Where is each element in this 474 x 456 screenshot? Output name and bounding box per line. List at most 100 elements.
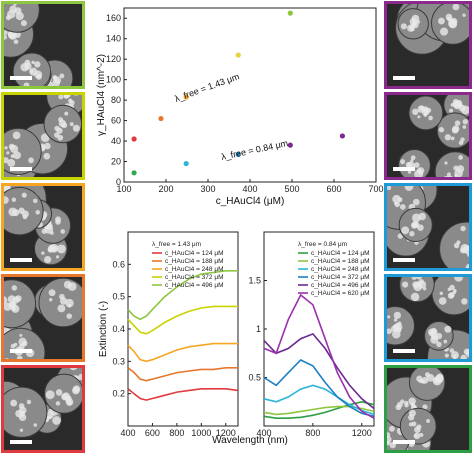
y-tick-label: 80 <box>111 95 121 105</box>
sem-micrograph <box>387 4 469 86</box>
y-tick-label: 0.4 <box>112 324 125 334</box>
scatter-point <box>183 94 189 100</box>
y-tick-label: 0.5 <box>112 292 125 302</box>
sem-micrograph <box>4 186 82 268</box>
scale-bar <box>393 258 415 262</box>
scatter-point <box>183 160 189 167</box>
x-tick-label: 300 <box>200 184 215 194</box>
scatter-y-axis-label: γ_HAuCl4 (nm^-2) <box>96 54 107 136</box>
y-tick-label: 1 <box>256 324 261 334</box>
legend-entry: c_HAuCl4 = 124 μM <box>311 250 369 257</box>
sem-micrograph <box>4 95 82 177</box>
scatter-point <box>158 115 164 122</box>
spectrum-line <box>263 359 375 418</box>
y-tick-label: 120 <box>106 54 121 64</box>
scatter-point <box>131 170 137 176</box>
y-tick-label: 140 <box>106 34 121 44</box>
legend-entry: c_HAuCl4 = 372 μM <box>165 274 223 281</box>
legend-entry: c_HAuCl4 = 248 μM <box>165 266 223 273</box>
sem-image-tile <box>1 183 85 271</box>
annotation-lambda-143: λ_free = 1.43 μm <box>173 71 240 104</box>
spectrum-line <box>127 388 239 401</box>
x-tick-label: 400 <box>120 428 135 438</box>
x-tick-label: 700 <box>368 184 383 194</box>
legend-entry: c_HAuCl4 = 124 μM <box>165 250 223 257</box>
x-tick-label: 100 <box>116 184 131 194</box>
sem-image-tile <box>1 1 85 89</box>
scale-bar <box>10 258 32 262</box>
sem-micrograph <box>387 277 469 359</box>
sem-micrograph <box>4 368 82 450</box>
scale-bar <box>10 440 32 444</box>
x-tick-label: 800 <box>169 428 184 438</box>
y-tick-label: 0 <box>116 177 121 187</box>
x-tick-label: 1200 <box>216 428 236 438</box>
y-tick-label: 60 <box>111 116 121 126</box>
extinction-y-axis-label: Extinction (-) <box>98 301 109 357</box>
sem-micrograph <box>4 277 82 359</box>
sem-micrograph <box>387 368 469 450</box>
spectrum-line <box>127 270 238 321</box>
spectrum-line <box>263 332 375 410</box>
scale-bar <box>393 167 415 171</box>
spectrum-line <box>263 384 375 416</box>
spectrum-line <box>127 367 238 382</box>
spectrum-line <box>263 293 375 419</box>
sem-micrograph <box>387 95 469 177</box>
legend-title: λ_free = 1.43 μm <box>152 241 201 248</box>
y-tick-label: 1.5 <box>248 276 261 286</box>
x-tick-label: 400 <box>242 184 257 194</box>
x-tick-label: 200 <box>158 184 173 194</box>
y-tick-label: 0.3 <box>112 356 125 366</box>
x-tick-label: 600 <box>145 428 160 438</box>
x-tick-label: 400 <box>256 428 271 438</box>
scatter-point <box>131 136 137 142</box>
y-tick-label: 0.5 <box>248 373 261 383</box>
scale-bar <box>10 167 32 171</box>
legend-entry: c_HAuCl4 = 248 μM <box>311 266 369 273</box>
sem-image-tile <box>384 92 472 180</box>
sem-image-tile <box>384 274 472 362</box>
x-tick-label: 800 <box>305 428 320 438</box>
legend-entry: c_HAuCl4 = 188 μM <box>311 258 369 265</box>
legend-entry: c_HAuCl4 = 620 μM <box>311 290 369 297</box>
y-tick-label: 0.6 <box>112 259 125 269</box>
y-tick-label: 20 <box>111 157 121 167</box>
x-tick-label: 500 <box>284 184 299 194</box>
x-tick-label: 600 <box>326 184 341 194</box>
y-tick-label: 100 <box>106 75 121 85</box>
spectrum-line <box>127 342 238 363</box>
sem-micrograph <box>387 186 469 268</box>
scale-bar <box>393 440 415 444</box>
annotation-lambda-084: λ_free = 0.84 μm <box>220 138 289 162</box>
scatter-point <box>235 52 241 58</box>
scale-bar <box>393 349 415 353</box>
sem-image-tile <box>384 365 472 453</box>
y-tick-label: 160 <box>106 13 121 23</box>
sem-micrograph <box>4 4 82 86</box>
y-tick-label: 40 <box>111 136 121 146</box>
sem-image-tile <box>384 1 472 89</box>
sem-image-tile <box>1 92 85 180</box>
sem-image-tile <box>1 365 85 453</box>
x-tick-label: 1200 <box>352 428 372 438</box>
x-tick-label: 1000 <box>191 428 211 438</box>
scatter-point <box>287 142 293 148</box>
legend-title: λ_free = 0.84 μm <box>298 241 347 248</box>
spectrum-line <box>127 305 238 335</box>
scatter-point <box>287 10 293 16</box>
scatter-point <box>339 133 345 139</box>
scale-bar <box>393 76 415 80</box>
y-tick-label: 0.2 <box>112 389 125 399</box>
scatter-x-axis-label: c_HAuCl4 (μM) <box>216 196 285 207</box>
sem-image-tile <box>1 274 85 362</box>
legend-entry: c_HAuCl4 = 188 μM <box>165 258 223 265</box>
legend-entry: c_HAuCl4 = 496 μM <box>311 282 369 289</box>
scale-bar <box>10 76 32 80</box>
wavelength-x-axis-label: Wavelength (nm) <box>212 435 288 446</box>
legend-entry: c_HAuCl4 = 496 μM <box>165 282 223 289</box>
legend-entry: c_HAuCl4 = 372 μM <box>311 274 369 281</box>
spectrum-line <box>263 400 375 419</box>
sem-image-tile <box>384 183 472 271</box>
